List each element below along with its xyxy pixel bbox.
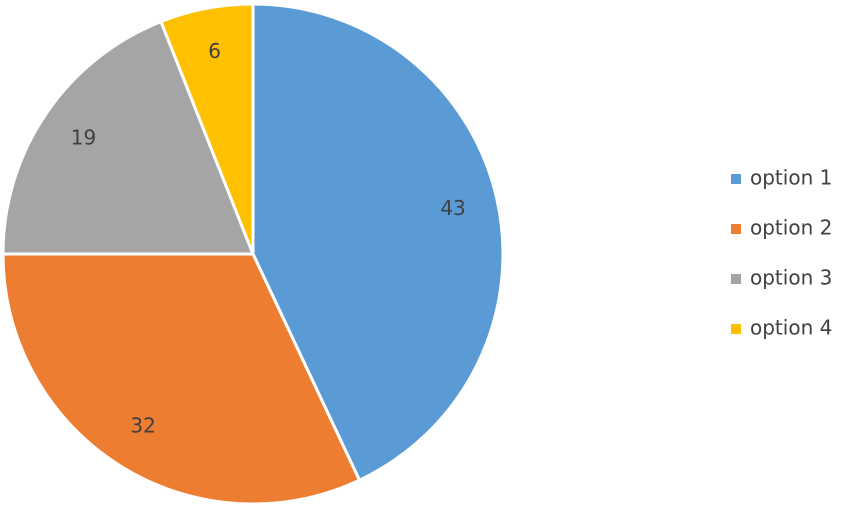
legend-label: option 2 [750, 216, 832, 240]
data-label: 43 [440, 196, 465, 220]
legend-swatch [731, 274, 741, 284]
legend-swatch [731, 324, 741, 334]
data-label: 6 [208, 39, 221, 63]
data-label: 32 [130, 414, 155, 438]
legend-label: option 3 [750, 266, 832, 290]
legend-swatch [731, 174, 741, 184]
data-label: 19 [71, 125, 96, 149]
legend-label: option 1 [750, 166, 832, 190]
legend-swatch [731, 224, 741, 234]
pie-slice [159, 2, 255, 256]
pie-slice [251, 2, 505, 482]
legend-label: option 4 [750, 316, 832, 340]
pie-slice [1, 20, 255, 256]
pie-slice [1, 252, 361, 506]
